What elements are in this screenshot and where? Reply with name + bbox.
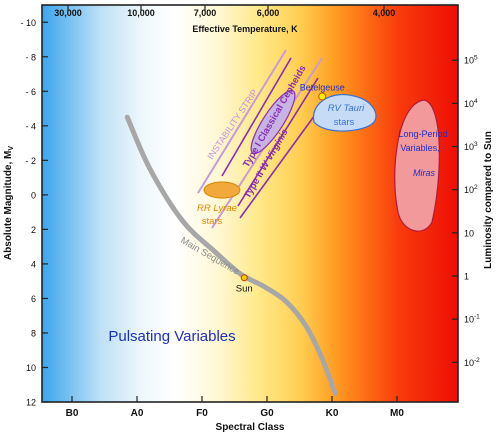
rv-tauri-label-line2: stars (334, 117, 355, 128)
magnitude-tick-label: 12 (26, 398, 36, 408)
rr-lyrae-label-line1: RR Lyrae (197, 203, 237, 214)
spectral-class-tick-label: M0 (390, 408, 404, 419)
luminosity-tick-label: 102 (464, 184, 478, 195)
rv-tauri-region (312, 94, 377, 132)
magnitude-tick-label: - 6 (25, 87, 36, 97)
luminosity-tick-label: 105 (464, 55, 478, 66)
magnitude-tick-label: 10 (26, 363, 36, 373)
luminosity-tick-base: 10 (464, 315, 474, 325)
temperature-tick-label: 30,000 (54, 8, 82, 18)
luminosity-tick-exponent: -2 (474, 357, 480, 364)
luminosity-tick-label: 103 (464, 141, 478, 152)
luminosity-tick-exponent: 2 (474, 184, 478, 191)
temperature-tick-label: 10,000 (127, 8, 155, 18)
spectral-class-axis-title: Spectral Class (216, 422, 285, 433)
luminosity-tick-label: 104 (464, 98, 478, 109)
magnitude-axis-title-sub: V (8, 146, 15, 151)
magnitude-tick-label: 4 (31, 259, 36, 269)
luminosity-axis-title: Luminosity compared to Sun (483, 131, 494, 269)
rr-lyrae-region (203, 181, 241, 199)
magnitude-axis-title: Absolute Magnitude, MV (3, 146, 15, 260)
luminosity-tick-base: 10 (464, 142, 474, 152)
instability-strip-edge-cepheid-right (237, 77, 319, 207)
mira-region (394, 99, 440, 232)
temperature-tick-label: 7,000 (194, 8, 217, 18)
luminosity-tick-exponent: 4 (474, 98, 478, 105)
magnitude-axis-title-text: Absolute Magnitude, M (3, 151, 14, 260)
temperature-axis-title: Effective Temperature, K (192, 24, 298, 34)
temperature-tick-label: 4,000 (373, 8, 396, 18)
luminosity-tick-base: 1 (464, 271, 469, 281)
luminosity-tick-label: 1 (464, 271, 469, 281)
luminosity-tick-exponent: -1 (474, 314, 480, 321)
magnitude-tick-label: 8 (31, 328, 36, 338)
luminosity-tick-base: 10 (464, 56, 474, 66)
magnitude-tick-label: 2 (31, 225, 36, 235)
temperature-tick-label: 6,000 (257, 8, 280, 18)
instability-strip-edge-cepheid-left (221, 57, 292, 177)
spectral-class-tick-label: G0 (260, 408, 274, 419)
instability-strip-edge-left (197, 49, 287, 194)
luminosity-tick-exponent: 5 (474, 55, 478, 62)
sun-marker (240, 274, 248, 282)
spectral-class-tick-label: F0 (196, 408, 208, 419)
mira-label-line1: Long-Period (398, 129, 447, 139)
rr-lyrae-label-line2: stars (202, 216, 223, 227)
spectral-class-tick-label: K0 (326, 408, 339, 419)
mira-label-line2: Variables, (400, 143, 439, 153)
magnitude-tick-label: 0 (31, 190, 36, 200)
magnitude-tick-label: - 2 (25, 156, 36, 166)
plot-frame (41, 4, 459, 403)
magnitude-tick-label: 6 (31, 294, 36, 304)
spectral-class-tick-label: A0 (131, 408, 144, 419)
instability-strip-edge-wvirginis (239, 107, 321, 219)
magnitude-tick-label: - 8 (25, 52, 36, 62)
spectral-class-tick-label: B0 (66, 408, 79, 419)
luminosity-tick-label: 10 (464, 228, 474, 238)
luminosity-tick-base: 10 (464, 228, 474, 238)
luminosity-tick-label: 10-1 (464, 314, 480, 325)
luminosity-tick-base: 10 (464, 358, 474, 368)
luminosity-tick-exponent: 3 (474, 141, 478, 148)
betelgeuse-marker (318, 92, 327, 101)
mira-label-line3: Miras (413, 168, 435, 178)
luminosity-tick-label: 10-2 (464, 357, 480, 368)
magnitude-tick-label: - 10 (20, 18, 36, 28)
cepheid-region (250, 89, 296, 155)
luminosity-tick-base: 10 (464, 99, 474, 109)
luminosity-tick-base: 10 (464, 185, 474, 195)
ticks-layer: 4,000 6,000 7,000 10,000 30,000 - 10 - 8 - 6 - 4… (20, 5, 480, 419)
rv-tauri-label-line1: RV Tauri (328, 103, 365, 114)
main-sequence-curve (124, 114, 338, 396)
magnitude-tick-label: - 4 (25, 121, 36, 131)
sun-label: Sun (236, 284, 253, 295)
betelgeuse-label: Betelgeuse (300, 82, 345, 92)
pulsating-variables-label: Pulsating Variables (108, 328, 235, 345)
